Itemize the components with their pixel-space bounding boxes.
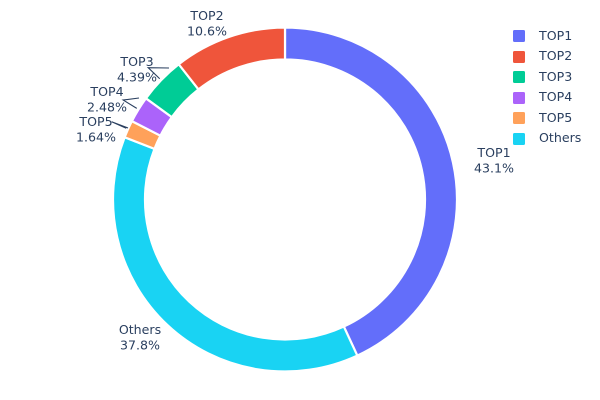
legend-item-top5[interactable]: TOP5	[513, 108, 599, 129]
legend-swatch-icon	[513, 50, 525, 63]
slice-label-percent: 2.48%	[87, 100, 127, 115]
legend-item-label: TOP5	[539, 109, 573, 125]
slice-label-top2: TOP2 10.6%	[187, 8, 227, 39]
slice-label-top4: TOP4 2.48%	[87, 84, 127, 115]
leader-line-top5	[111, 121, 129, 129]
legend-swatch-icon	[513, 112, 525, 125]
leader-line-top4	[121, 97, 140, 109]
pie-slice-top1[interactable]	[283, 26, 459, 357]
slice-label-name: TOP5	[78, 114, 112, 129]
legend-swatch-icon	[513, 91, 525, 104]
slice-label-percent: 1.64%	[76, 130, 116, 145]
slice-label-percent: 4.39%	[117, 70, 157, 85]
slice-label-percent: 10.6%	[187, 24, 227, 39]
legend-swatch-icon	[513, 132, 525, 145]
slice-label-top3: TOP3 4.39%	[117, 54, 157, 85]
legend-item-label: TOP4	[539, 89, 573, 105]
legend-item-label: Others	[539, 130, 582, 146]
leader-lines	[111, 67, 170, 129]
legend-item-top3[interactable]: TOP3	[513, 67, 599, 88]
slice-label-name: TOP3	[119, 54, 153, 69]
slice-label-percent: 37.8%	[120, 338, 160, 353]
legend-item-top1[interactable]: TOP1	[513, 26, 599, 47]
legend-item-others[interactable]: Others	[513, 129, 599, 150]
leader-line-top3	[146, 67, 170, 80]
legend-item-label: TOP3	[539, 68, 573, 84]
slice-label-name: TOP1	[476, 145, 510, 160]
slice-label-name: Others	[119, 322, 161, 337]
legend-swatch-icon	[513, 71, 525, 84]
slice-label-top5: TOP5 1.64%	[76, 114, 116, 145]
pie-slices[interactable]	[111, 26, 459, 373]
slice-label-top1: TOP1 43.1%	[474, 145, 514, 176]
pie-slice-top2[interactable]	[177, 26, 287, 91]
legend-item-label: TOP1	[539, 27, 573, 43]
slice-label-others: Others 37.8%	[119, 322, 161, 353]
slice-label-name: TOP4	[89, 84, 123, 99]
legend-item-top4[interactable]: TOP4	[513, 88, 599, 109]
slice-labels: TOP1 43.1% TOP2 10.6% TOP3 4.39%TOP4 2.48%TOP5…	[76, 8, 514, 353]
legend-item-top2[interactable]: TOP2	[513, 47, 599, 68]
legend-swatch-icon	[513, 30, 525, 43]
slice-label-percent: 43.1%	[474, 161, 514, 176]
chart-legend[interactable]: TOP1 TOP2 TOP3 TOP4 TOP5 Others	[513, 26, 599, 149]
legend-item-label: TOP2	[539, 48, 573, 64]
slice-label-name: TOP2	[189, 8, 223, 23]
